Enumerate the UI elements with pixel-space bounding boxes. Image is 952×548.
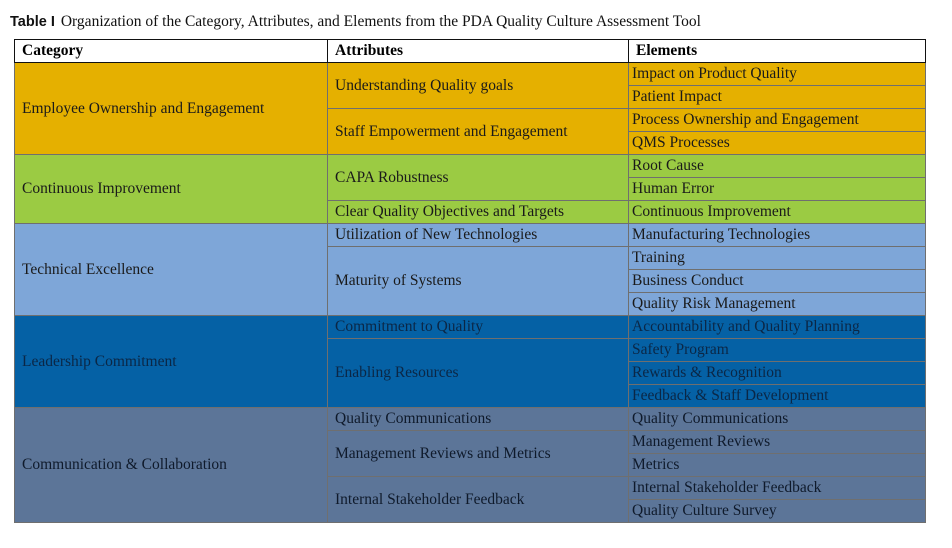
table-row: Leadership Commitment Commitment to Qual… [14, 315, 926, 408]
quality-culture-table: Category Attributes Elements Employee Ow… [14, 39, 926, 523]
category-cell: Employee Ownership and Engagement [14, 62, 328, 155]
attribute-cell: Staff Empowerment and Engagement [327, 108, 629, 155]
table-row: Feedback & Staff Development [15, 384, 926, 408]
table-row: Quality Culture Survey [15, 499, 926, 523]
table-row: Management Reviews and Metrics Managemen… [15, 430, 926, 477]
table-row: Maturity of Systems Training [15, 246, 926, 316]
attribute-cell: Quality Communications [327, 407, 629, 431]
element-cell: Safety Program [628, 338, 926, 362]
element-cell: Root Cause [628, 154, 926, 178]
attribute-cell: Management Reviews and Metrics [327, 430, 629, 477]
element-cell: Rewards & Recognition [628, 361, 926, 385]
attribute-cell: Maturity of Systems [327, 246, 629, 316]
element-cell: Human Error [628, 177, 926, 201]
attribute-cell: Understanding Quality goals [327, 62, 629, 109]
element-cell: Impact on Product Quality [628, 62, 926, 86]
element-cell: Training [628, 246, 926, 270]
header-row: Category Attributes Elements [14, 39, 926, 63]
table-row: Rewards & Recognition [15, 361, 926, 385]
element-cell: Business Conduct [628, 269, 926, 293]
element-cell: Management Reviews [628, 430, 926, 454]
table-row: Technical Excellence Utilization of New … [14, 223, 926, 316]
category-cell: Leadership Commitment [14, 315, 328, 408]
element-cell: Patient Impact [628, 85, 926, 109]
table-row: Business Conduct [15, 269, 926, 293]
attribute-cell: Internal Stakeholder Feedback [327, 476, 629, 523]
table-row: QMS Processes [15, 131, 926, 155]
table-row: Continuous Improvement CAPA Robustness R… [14, 154, 926, 224]
table-row: Enabling Resources Safety Program [15, 338, 926, 408]
category-cell: Communication & Collaboration [14, 407, 328, 523]
table-row: Staff Empowerment and Engagement Process… [15, 108, 926, 155]
attribute-cell: Utilization of New Technologies [327, 223, 629, 247]
table-caption-text: Organization of the Category, Attributes… [60, 13, 701, 30]
table-row: Human Error [15, 177, 926, 201]
element-cell: Quality Culture Survey [628, 499, 926, 523]
category-cell: Technical Excellence [14, 223, 328, 316]
table-row: Quality Risk Management [15, 292, 926, 316]
table-row: Communication & Collaboration Quality Co… [14, 407, 926, 523]
element-cell: Metrics [628, 453, 926, 477]
element-cell: Quality Communications [628, 407, 926, 431]
table-row: Clear Quality Objectives and Targets Con… [15, 200, 926, 224]
table-caption: Table I Organization of the Category, Att… [10, 13, 940, 31]
element-cell: Internal Stakeholder Feedback [628, 476, 926, 500]
element-cell: Accountability and Quality Planning [628, 315, 926, 339]
element-cell: Manufacturing Technologies [628, 223, 926, 247]
element-cell: Continuous Improvement [628, 200, 926, 224]
attribute-cell: CAPA Robustness [327, 154, 629, 201]
element-cell: Feedback & Staff Development [628, 384, 926, 408]
attribute-cell: Clear Quality Objectives and Targets [327, 200, 629, 224]
table-row: Patient Impact [15, 85, 926, 109]
header-category: Category [14, 39, 328, 63]
header-elements: Elements [628, 39, 926, 63]
header-attributes: Attributes [327, 39, 629, 63]
table-row: Metrics [15, 453, 926, 477]
table-label: Table I [10, 14, 55, 30]
table-row: Internal Stakeholder Feedback Internal S… [15, 476, 926, 523]
element-cell: Process Ownership and Engagement [628, 108, 926, 132]
attribute-cell: Enabling Resources [327, 338, 629, 408]
category-cell: Continuous Improvement [14, 154, 328, 224]
element-cell: Quality Risk Management [628, 292, 926, 316]
table-row: Employee Ownership and Engagement Unders… [14, 62, 926, 155]
attribute-cell: Commitment to Quality [327, 315, 629, 339]
element-cell: QMS Processes [628, 131, 926, 155]
